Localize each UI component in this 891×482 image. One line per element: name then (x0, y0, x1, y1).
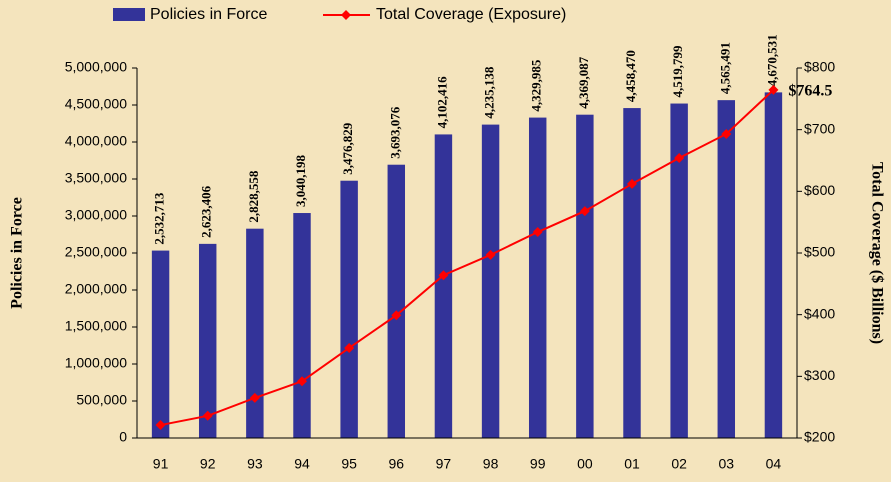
y2-tick-label: $600 (804, 182, 835, 198)
x-tick-label: 03 (718, 456, 734, 472)
y-tick-label: 4,500,000 (65, 96, 127, 112)
bar-value-label: 4,565,491 (717, 42, 732, 94)
y2-tick-label: $400 (804, 305, 835, 321)
line-marker (155, 420, 166, 431)
y-tick-label: 0 (119, 429, 127, 445)
line-marker (485, 249, 496, 260)
legend-swatch (113, 8, 145, 21)
y2-tick-label: $500 (804, 244, 835, 260)
y-tick-label: 1,500,000 (65, 318, 127, 334)
x-tick-label: 02 (671, 456, 687, 472)
bar-value-label: 4,102,416 (434, 76, 449, 129)
bar (764, 92, 783, 438)
line-marker (674, 153, 685, 164)
line-marker (249, 392, 260, 403)
line-marker (627, 178, 637, 189)
line-marker (297, 376, 307, 387)
y-tick-label: 5,000,000 (65, 59, 127, 75)
line-marker (391, 310, 402, 321)
bar (340, 180, 358, 438)
bar (481, 124, 500, 438)
bar (717, 100, 736, 439)
y2-axis-label: Total Coverage ($ Billions) (868, 162, 885, 344)
bar (434, 134, 453, 439)
bar-value-label: 4,670,531 (764, 34, 779, 86)
bar-value-label: 4,329,985 (529, 59, 544, 112)
y-tick-label: 3,500,000 (65, 170, 127, 186)
bar-value-label: 2,828,558 (246, 170, 261, 223)
x-tick-label: 92 (200, 456, 216, 472)
x-tick-label: 00 (577, 456, 593, 472)
line-marker (344, 342, 355, 353)
x-tick-label: 98 (483, 456, 499, 472)
legend-label: Policies in Force (150, 6, 267, 23)
line-value-label: $764.5 (788, 83, 832, 100)
bar (623, 108, 641, 439)
line-marker (202, 410, 213, 421)
bar (387, 164, 406, 438)
line-marker (721, 128, 732, 139)
line-marker (532, 227, 543, 238)
y-tick-label: 3,000,000 (65, 207, 127, 223)
y2-tick-label: $700 (804, 120, 835, 136)
x-tick-label: 91 (153, 456, 169, 472)
bar-value-label: 4,519,799 (670, 45, 685, 98)
legend-marker (341, 10, 351, 20)
bar (151, 250, 170, 438)
line-marker (438, 270, 449, 281)
y2-tick-label: $300 (804, 367, 835, 383)
y-tick-label: 1,000,000 (65, 355, 127, 371)
bar-value-label: 4,235,138 (482, 66, 497, 119)
bar-value-label: 2,623,406 (199, 185, 214, 238)
x-tick-label: 04 (766, 456, 782, 472)
x-tick-label: 97 (436, 456, 452, 472)
bar-value-label: 3,693,076 (387, 106, 402, 159)
y2-tick-label: $200 (804, 429, 835, 445)
line-marker (768, 84, 779, 95)
bar (246, 228, 264, 438)
y-tick-label: 4,000,000 (65, 133, 127, 149)
y-axis-label: Policies in Force (9, 197, 26, 309)
bar-value-label: 3,476,829 (340, 122, 355, 175)
x-tick-label: 93 (247, 456, 263, 472)
bar (670, 103, 688, 438)
x-tick-label: 99 (530, 456, 546, 472)
bar-value-label: 2,532,713 (152, 192, 167, 245)
line-marker (579, 206, 590, 217)
bar (293, 213, 311, 438)
bar (528, 117, 547, 438)
line (160, 89, 775, 427)
y-tick-label: 500,000 (76, 392, 127, 408)
bar-value-label: 3,040,198 (293, 155, 308, 208)
bar (576, 114, 594, 438)
y-tick-label: 2,500,000 (65, 244, 127, 260)
x-tick-label: 96 (388, 456, 404, 472)
legend-label: Total Coverage (Exposure) (376, 6, 566, 23)
x-tick-label: 94 (294, 456, 310, 472)
y-tick-label: 2,000,000 (65, 281, 127, 297)
x-tick-label: 01 (624, 456, 640, 472)
y2-tick-label: $800 (804, 59, 835, 75)
bar-value-label: 4,369,087 (576, 56, 591, 109)
bar (198, 243, 217, 438)
x-tick-label: 95 (341, 456, 357, 472)
bar-value-label: 4,458,470 (623, 50, 638, 102)
